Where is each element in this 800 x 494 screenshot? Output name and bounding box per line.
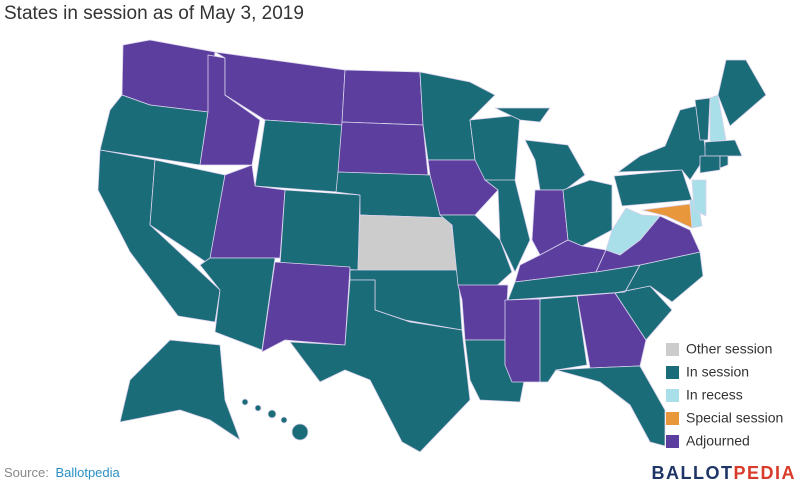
legend-swatch — [666, 343, 679, 356]
legend-swatch — [666, 435, 679, 448]
state — [576, 292, 647, 369]
state — [617, 104, 707, 181]
state — [555, 365, 666, 447]
legend-swatch — [666, 412, 679, 425]
state — [357, 214, 459, 271]
state — [199, 257, 276, 351]
logo: BALLOTPEDIA — [652, 463, 797, 483]
state — [261, 261, 351, 353]
us-map — [97, 39, 767, 453]
state — [613, 169, 693, 207]
state — [119, 339, 241, 441]
legend-label: In session — [686, 364, 749, 380]
state — [484, 179, 531, 273]
legend-label: In recess — [686, 387, 743, 403]
state — [709, 94, 727, 143]
state — [439, 214, 513, 291]
state — [719, 155, 729, 169]
legend-label: Other session — [686, 341, 772, 357]
map-title: States in session as of May 3, 2019 — [4, 3, 304, 24]
state — [694, 97, 711, 141]
state — [289, 279, 471, 453]
state — [337, 121, 429, 176]
state — [699, 155, 721, 174]
logo-part: BALLOT — [652, 463, 734, 483]
state — [717, 59, 767, 127]
state — [254, 119, 343, 193]
state — [691, 179, 707, 217]
state — [605, 207, 661, 256]
legend-label: Special session — [686, 410, 783, 426]
state — [524, 139, 586, 191]
state — [241, 398, 309, 441]
source: Source: Ballotpedia — [4, 465, 121, 480]
state — [504, 298, 541, 383]
state — [704, 139, 743, 157]
source-label: Source: — [4, 465, 49, 480]
logo-part: PEDIA — [733, 463, 796, 483]
state — [494, 107, 551, 123]
state — [457, 284, 509, 341]
legend-swatch — [666, 366, 679, 379]
legend: Other session In session In recess Special … — [666, 341, 783, 449]
source-link[interactable]: Ballotpedia — [55, 465, 120, 480]
state — [279, 189, 361, 271]
state — [562, 179, 613, 247]
legend-label: Adjourned — [686, 433, 750, 449]
state — [341, 69, 424, 126]
legend-swatch — [666, 389, 679, 402]
